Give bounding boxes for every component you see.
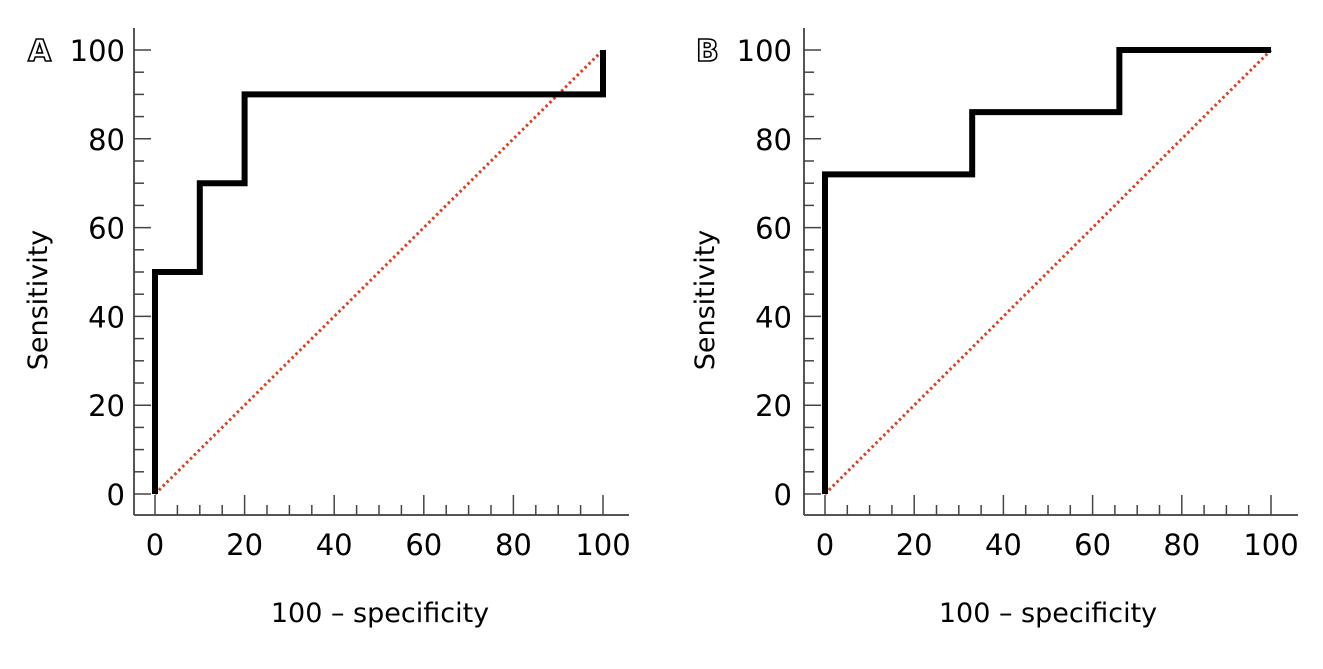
x-tick-label: 100	[575, 528, 630, 562]
x-tick-label: 20	[226, 528, 263, 562]
y-tick-label: 60	[755, 212, 792, 246]
x-tick-label: 0	[816, 528, 834, 562]
x-tick-label: 60	[1074, 528, 1111, 562]
roc-curve	[822, 47, 1271, 494]
x-tick-label: 40	[316, 528, 353, 562]
y-tick-label: 40	[88, 300, 125, 334]
y-tick-label: 40	[755, 300, 792, 334]
reference-line	[153, 48, 605, 496]
y-axis-title-b: Sensitivity	[690, 230, 721, 371]
y-tick-label: 60	[88, 212, 125, 246]
y-tick-label: 0	[774, 478, 792, 512]
y-tick-label: 100	[70, 34, 125, 68]
roc-curve	[152, 50, 606, 494]
panel-b: B Sensitivity 100 – specificity 0 20 40 60 8…	[690, 28, 1299, 629]
panel-label-a: A	[28, 34, 52, 69]
x-tick-label: 60	[405, 528, 442, 562]
x-axis-title-a: 100 – specificity	[271, 598, 489, 629]
y-tick-label: 0	[107, 478, 125, 512]
x-tick-label: 40	[985, 528, 1022, 562]
panel-label-b: B	[696, 34, 719, 69]
x-axis-title-b: 100 – specificity	[939, 598, 1157, 629]
y-axis-title-a: Sensitivity	[23, 230, 54, 371]
x-tick-label: 0	[146, 528, 164, 562]
y-tick-label: 80	[755, 123, 792, 157]
y-tick-label: 20	[88, 389, 125, 423]
x-tick-label: 80	[1163, 528, 1200, 562]
y-tick-label: 20	[755, 389, 792, 423]
x-tick-label: 20	[896, 528, 933, 562]
panel-a: A Sensitivity 100 – specificity 0 20 40 60 8…	[23, 28, 631, 629]
reference-line	[823, 48, 1273, 496]
x-tick-label: 100	[1243, 528, 1298, 562]
y-tick-label: 100	[737, 34, 792, 68]
y-tick-label: 80	[88, 123, 125, 157]
x-tick-label: 80	[495, 528, 532, 562]
